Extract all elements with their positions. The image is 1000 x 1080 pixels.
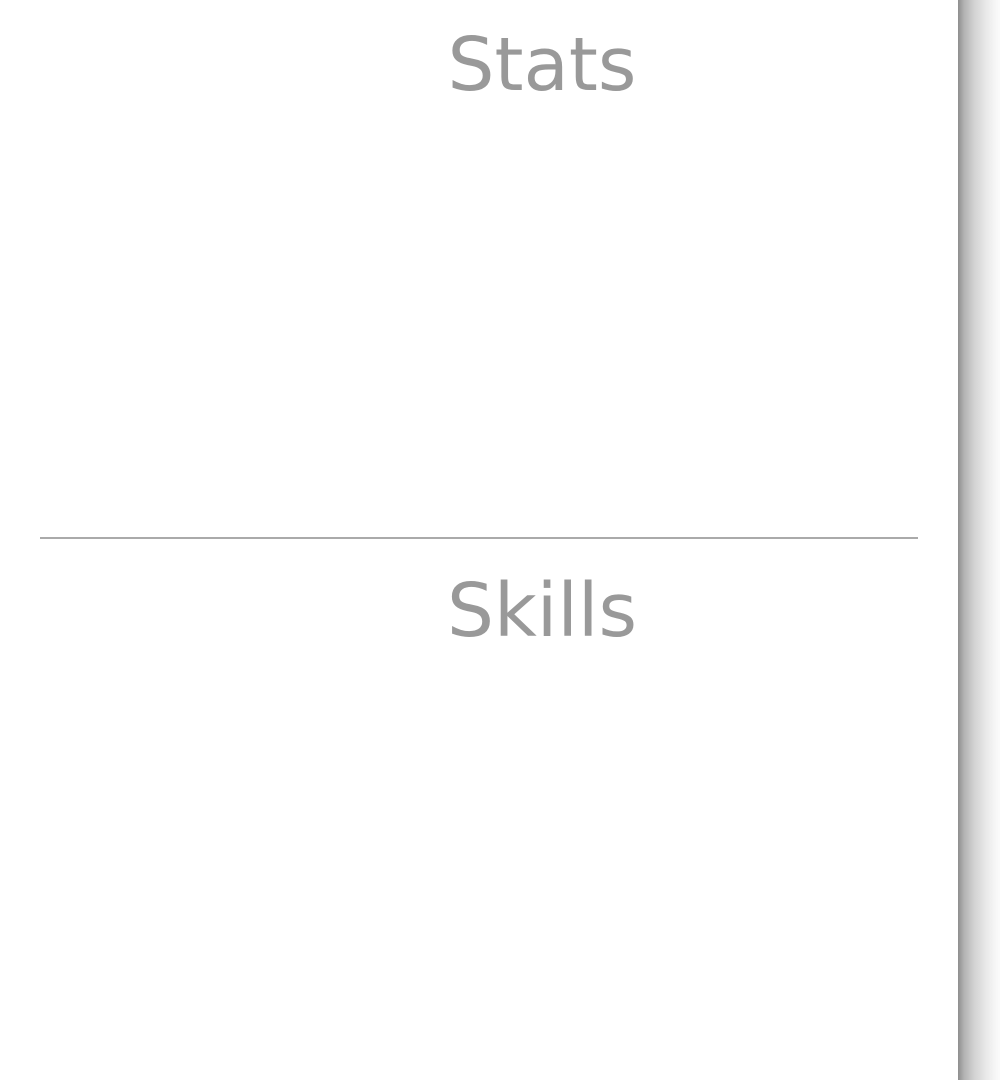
stats-section (40, 120, 918, 520)
side-panel-edge (958, 0, 1000, 1080)
content-panel: Stats Skills (40, 28, 918, 1068)
stats-heading: Stats (447, 22, 637, 108)
skills-heading: Skills (446, 568, 638, 654)
section-divider (40, 537, 918, 539)
skills-section (40, 668, 918, 1068)
